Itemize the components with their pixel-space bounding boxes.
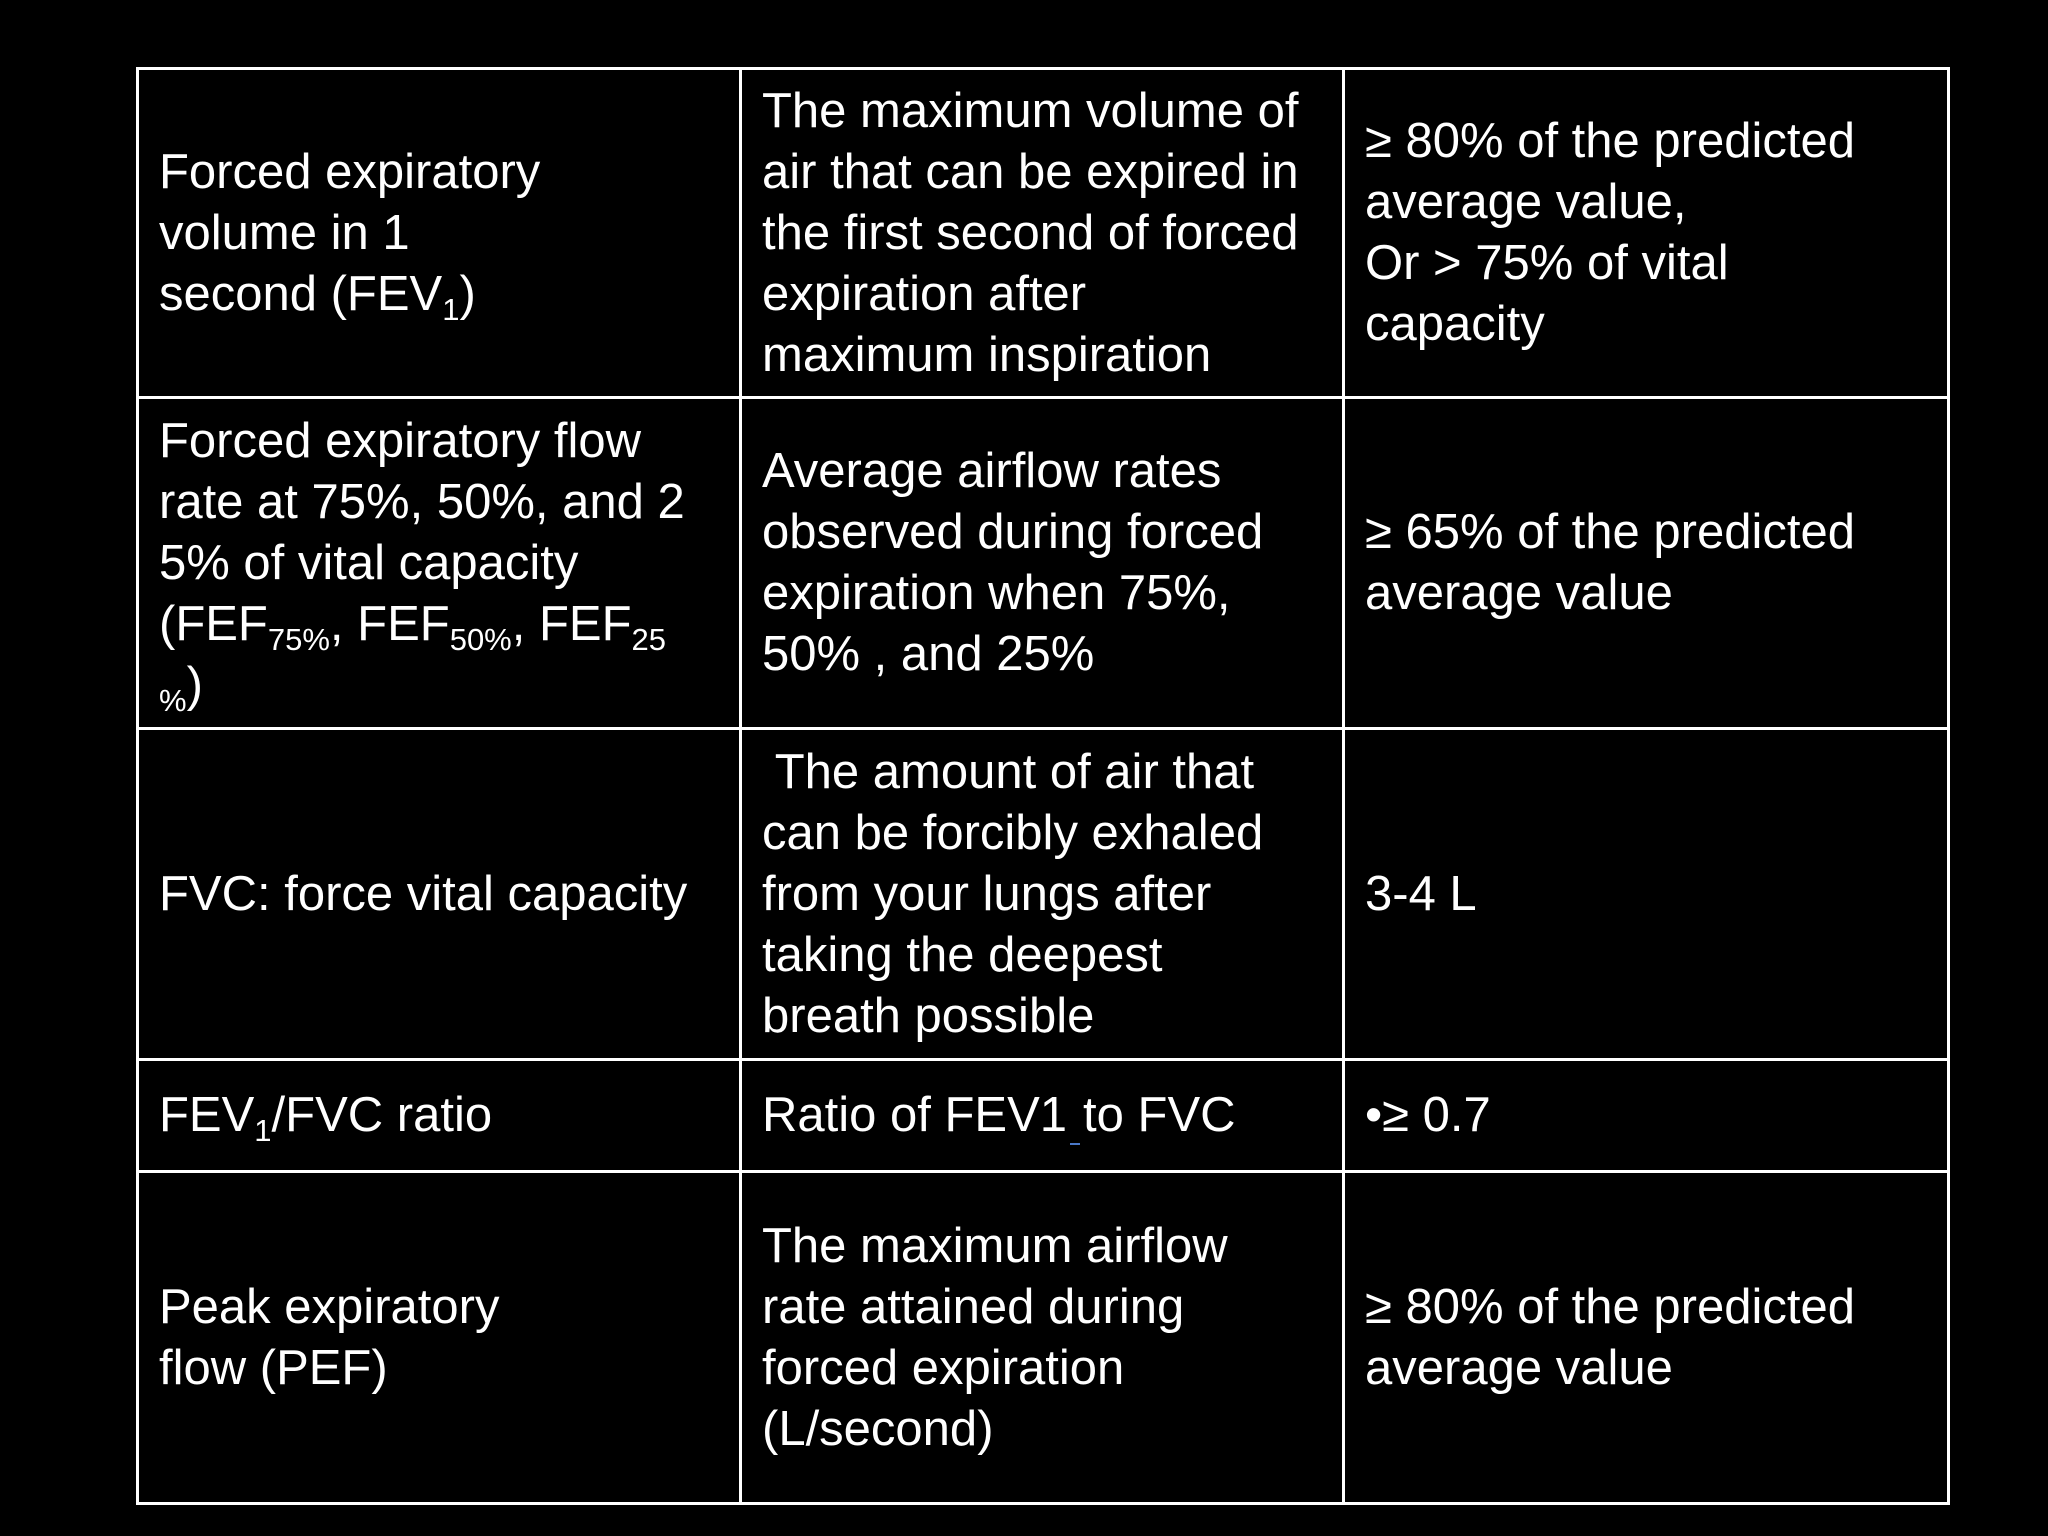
- normal-line: average value: [1365, 1340, 1673, 1395]
- definition-line: The maximum volume of: [762, 83, 1299, 138]
- parameter-line: second (FEV1): [159, 264, 721, 325]
- definition-line: air that can be expired in: [762, 144, 1299, 199]
- normal-value-cell: ≥ 80% of the predicted average value: [1342, 1170, 1950, 1505]
- normal-line: capacity: [1365, 297, 1545, 351]
- subscript: 25: [631, 621, 667, 657]
- normal-line: ≥ 80% of the predicted: [1365, 114, 1855, 168]
- definition-text: Ratio of FEV1: [762, 1088, 1068, 1142]
- definition-cell: The amount of air that can be forcibly e…: [739, 727, 1345, 1061]
- parameter-line: Forced expiratory flow: [159, 413, 642, 468]
- normal-line: 3-4 L: [1365, 866, 1477, 921]
- definition-line: can be forcibly exhaled: [762, 805, 1264, 860]
- parameter-line: Peak expiratory: [159, 1279, 500, 1334]
- subscript: 1: [254, 1113, 272, 1148]
- table-row-fev1: Forced expiratory volume in 1 second (FE…: [136, 67, 1950, 399]
- parameter-line: volume in 1: [159, 205, 410, 260]
- definition-line: 50% , and 25%: [762, 627, 1095, 681]
- definition-line: taking the deepest: [762, 927, 1163, 982]
- definition-text: to FVC: [1083, 1088, 1236, 1142]
- definition-line: breath possible: [762, 988, 1095, 1043]
- definition-line: observed during forced: [762, 505, 1264, 559]
- normal-value-cell: ≥ 65% of the predicted average value: [1342, 396, 1950, 730]
- normal-line: ≥ 80% of the predicted: [1365, 1279, 1855, 1334]
- definition-cell: The maximum volume of air that can be ex…: [739, 67, 1345, 399]
- parameter-line: %): [159, 655, 721, 716]
- parameter-line: FVC: force vital capacity: [159, 866, 688, 921]
- definition-line: The maximum airflow: [762, 1218, 1228, 1273]
- parameter-text: ): [186, 657, 203, 712]
- definition-line: from your lungs after: [762, 866, 1212, 921]
- definition-line: The amount of air that: [762, 744, 1255, 799]
- normal-value-cell: ≥ 80% of the predicted average value, Or…: [1342, 67, 1950, 399]
- subscript: 50%: [449, 621, 512, 657]
- parameter-line: Forced expiratory: [159, 144, 541, 199]
- subscript: %: [159, 682, 187, 718]
- parameter-text: (FEF: [159, 596, 268, 651]
- normal-line: Or > 75% of vital: [1365, 236, 1729, 290]
- parameter-cell: Peak expiratory flow (PEF): [136, 1170, 742, 1505]
- normal-line: average value,: [1365, 175, 1687, 229]
- definition-line: rate attained during: [762, 1279, 1185, 1334]
- definition-line: expiration after: [762, 266, 1087, 321]
- normal-line: ≥ 65% of the predicted: [1365, 505, 1855, 559]
- parameter-line: 5% of vital capacity: [159, 535, 579, 590]
- definition-line: expiration when 75%,: [762, 566, 1231, 620]
- definition-line: maximum inspiration: [762, 327, 1212, 382]
- table-row-pef: Peak expiratory flow (PEF) The maximum a…: [136, 1170, 1950, 1505]
- parameter-text: ): [459, 266, 476, 321]
- parameter-text: /FVC ratio: [271, 1088, 493, 1142]
- underline-mark: [1070, 1143, 1081, 1145]
- subscript: 1: [442, 291, 460, 327]
- normal-value-cell: 3-4 L: [1342, 727, 1950, 1061]
- definition-line: the first second of forced: [762, 205, 1299, 260]
- parameter-text: , FEF: [329, 596, 450, 651]
- table-row-fev1-fvc-ratio: FEV1/FVC ratio Ratio of FEV1 to FVC •≥ 0.…: [136, 1058, 1950, 1173]
- definition-cell: Average airflow rates observed during fo…: [739, 396, 1345, 730]
- parameter-cell: FEV1/FVC ratio: [136, 1058, 742, 1173]
- parameter-line: FEV1/FVC ratio: [159, 1085, 721, 1146]
- definition-cell: The maximum airflow rate attained during…: [739, 1170, 1345, 1505]
- parameter-line: flow (PEF): [159, 1340, 388, 1395]
- parameter-text: second (FEV: [159, 266, 443, 321]
- subscript: 75%: [267, 621, 330, 657]
- normal-line: average value: [1365, 566, 1673, 620]
- table-row-fef: Forced expiratory flow rate at 75%, 50%,…: [136, 396, 1950, 730]
- parameter-cell: FVC: force vital capacity: [136, 727, 742, 1061]
- normal-line: •≥ 0.7: [1365, 1088, 1491, 1142]
- definition-cell: Ratio of FEV1 to FVC: [739, 1058, 1345, 1173]
- parameter-text: , FEF: [511, 596, 632, 651]
- definition-line: forced expiration: [762, 1340, 1125, 1395]
- definition-line: Ratio of FEV1 to FVC: [762, 1085, 1324, 1146]
- normal-value-cell: •≥ 0.7: [1342, 1058, 1950, 1173]
- parameter-line: rate at 75%, 50%, and 2: [159, 474, 685, 529]
- spirometry-table: Forced expiratory volume in 1 second (FE…: [136, 67, 1950, 1505]
- parameter-cell: Forced expiratory volume in 1 second (FE…: [136, 67, 742, 399]
- table-row-fvc: FVC: force vital capacity The amount of …: [136, 727, 1950, 1061]
- parameter-text: FEV: [159, 1088, 255, 1142]
- parameter-cell: Forced expiratory flow rate at 75%, 50%,…: [136, 396, 742, 730]
- parameter-line: (FEF75%, FEF50%, FEF25: [159, 594, 721, 655]
- definition-line: (L/second): [762, 1401, 994, 1456]
- definition-line: Average airflow rates: [762, 444, 1222, 498]
